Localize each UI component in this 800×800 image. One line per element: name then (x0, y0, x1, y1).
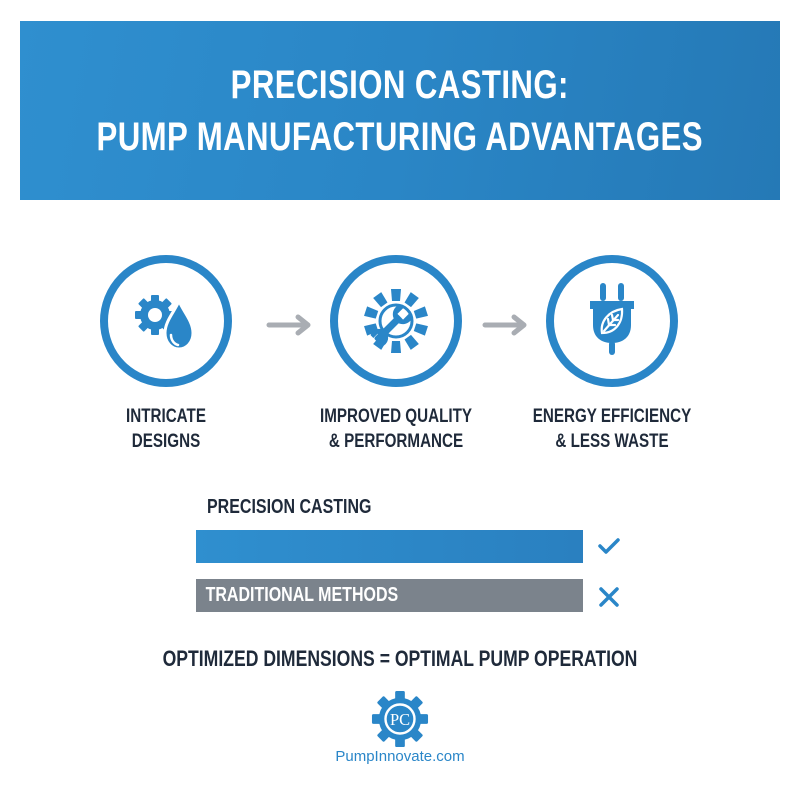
step-label-3: ENERGY EFFICIENCY & LESS WASTE (524, 404, 700, 454)
step-circle-intricate-designs (100, 255, 232, 387)
arrow-right-icon (482, 314, 527, 336)
step-label-3-line2: & LESS WASTE (555, 431, 669, 452)
tagline: OPTIMIZED DIMENSIONS = OPTIMAL PUMP OPER… (162, 646, 638, 671)
gear-logo-icon: PC (371, 690, 429, 748)
logo-initials: PC (390, 710, 410, 729)
arrow-right-icon (266, 314, 311, 336)
step-label-3-line1: ENERGY EFFICIENCY (532, 406, 692, 427)
plug-leaf-icon (590, 283, 634, 355)
comparison-title: PRECISION CASTING (207, 496, 372, 518)
step-label-1-line1: INTRICATE (126, 406, 206, 427)
step-label-2: IMPROVED QUALITY & PERFORMANCE (308, 404, 484, 454)
step-label-2-line2: & PERFORMANCE (328, 431, 464, 452)
step-label-1-line2: DESIGNS (131, 431, 201, 452)
checkmark-icon (598, 538, 620, 554)
title-line-2: PUMP MANUFACTURING ADVANTAGES (96, 114, 704, 159)
traditional-methods-bar: TRADITIONAL METHODS (196, 579, 583, 612)
wrench-gear-icon (364, 289, 428, 353)
traditional-methods-label: TRADITIONAL METHODS (205, 584, 399, 606)
step-circle-improved-quality (330, 255, 462, 387)
step-circle-energy-efficiency (546, 255, 678, 387)
header-banner: PRECISION CASTING: PUMP MANUFACTURING AD… (20, 21, 780, 200)
step-label-1: INTRICATE DESIGNS (78, 404, 254, 454)
precision-casting-bar (196, 530, 583, 563)
cross-icon (599, 587, 619, 607)
website-link[interactable]: PumpInnovate.com (335, 748, 465, 765)
step-label-2-line1: IMPROVED QUALITY (319, 406, 472, 427)
title-line-1: PRECISION CASTING: (230, 62, 570, 107)
gear-droplet-icon (135, 295, 195, 351)
